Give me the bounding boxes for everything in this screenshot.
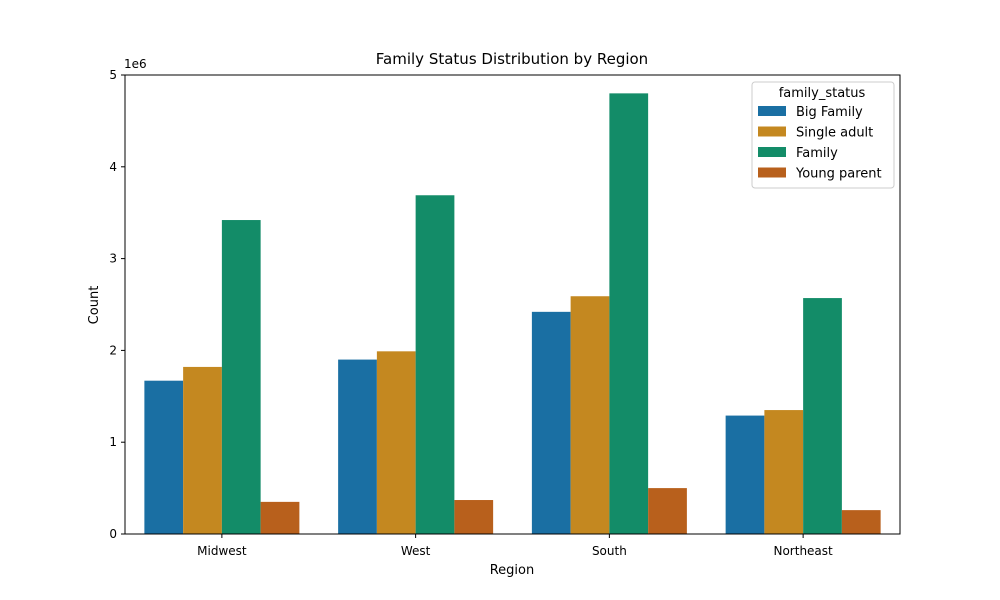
- bar-big-family-south: [531, 311, 571, 534]
- legend-label: Family: [796, 146, 838, 161]
- bar-family-west: [415, 195, 455, 534]
- bar-young-parent-south: [648, 488, 687, 534]
- bar-single-adult-south: [570, 296, 610, 534]
- plot-frame: [124, 74, 901, 535]
- bar-big-family-midwest: [144, 380, 184, 534]
- bar-family-south: [609, 93, 649, 535]
- bar-young-parent-west: [454, 500, 494, 534]
- x-tick-label-northeast: Northeast: [773, 544, 833, 558]
- x-tick-label-midwest: Midwest: [197, 544, 247, 558]
- y-tick-label: 3: [109, 252, 117, 266]
- legend-swatch: [758, 126, 786, 137]
- axes-layer: 0 1 2 3 4 5 Midwest West South Northeast: [109, 68, 901, 558]
- bar-single-adult-northeast: [764, 410, 804, 534]
- legend-label: Single adult: [796, 126, 873, 141]
- bar-big-family-northeast: [725, 415, 765, 534]
- y-axis-offset-label: 1e6: [124, 57, 147, 71]
- y-tick-label: 0: [109, 527, 117, 541]
- legend-swatch: [758, 106, 786, 116]
- legend: family_status Big Family Single adult Fami…: [751, 81, 895, 189]
- x-tick-label-west: West: [401, 544, 431, 558]
- legend-frame: [751, 81, 895, 189]
- bar-big-family-west: [338, 359, 377, 534]
- bar-young-parent-northeast: [841, 510, 881, 534]
- bar-young-parent-midwest: [260, 501, 300, 534]
- legend-label: Young parent: [795, 167, 882, 182]
- y-tick-label: 4: [109, 160, 117, 174]
- legend-swatch: [758, 167, 786, 178]
- legend-label: Big Family: [796, 105, 863, 120]
- y-axis-label: Count: [87, 286, 102, 325]
- chart-title: Family Status Distribution by Region: [376, 50, 648, 68]
- legend-swatch: [758, 147, 786, 157]
- bars-layer: [144, 93, 881, 535]
- legend-title: family_status: [779, 86, 866, 101]
- legend-entries: Big Family Single adult Family Young parent: [758, 105, 882, 182]
- bar-single-adult-west: [376, 351, 416, 534]
- bar-family-northeast: [803, 298, 842, 534]
- bar-single-adult-midwest: [183, 366, 222, 534]
- y-tick-label: 2: [109, 343, 117, 357]
- x-tick-label-south: South: [592, 544, 627, 558]
- x-axis-label: Region: [490, 563, 535, 578]
- y-tick-label: 5: [109, 68, 117, 82]
- bar-family-midwest: [221, 220, 261, 535]
- y-tick-label: 1: [109, 435, 117, 449]
